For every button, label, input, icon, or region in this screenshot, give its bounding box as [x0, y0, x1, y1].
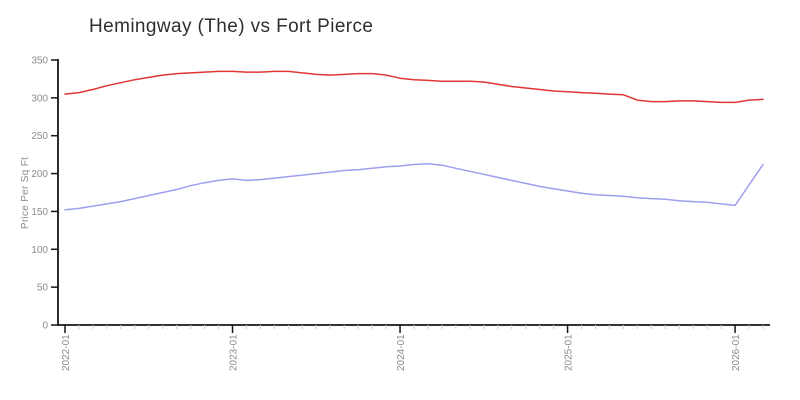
x-tick-label: 2022-01 — [61, 334, 72, 371]
y-tick-label: 150 — [31, 207, 48, 218]
y-tick-label: 0 — [42, 321, 48, 332]
series-layer — [64, 70, 764, 211]
y-tick-label: 200 — [31, 169, 48, 180]
x-tick-label: 2025-01 — [564, 334, 575, 371]
x-tick-label: 2024-01 — [396, 334, 407, 371]
x-tick-label: 2023-01 — [229, 334, 240, 371]
y-tick-label: 250 — [31, 131, 48, 142]
y-axis-title: Price Per Sq Ft — [20, 157, 31, 229]
y-tick-label: 100 — [31, 245, 48, 256]
y-tick-label: 300 — [31, 93, 48, 104]
x-tick-label: 2026-01 — [731, 334, 742, 371]
y-tick-label: 350 — [31, 56, 48, 67]
series-line-hemingway-the — [64, 70, 764, 104]
y-tick-label: 50 — [37, 283, 49, 294]
series-line-fort-pierce — [64, 162, 764, 211]
chart-title: Hemingway (The) vs Fort Pierce — [89, 16, 374, 37]
ticks-layer: 0 50 100 150 200 250 300 350 2022-01 2023-01 2024-… — [31, 56, 764, 371]
